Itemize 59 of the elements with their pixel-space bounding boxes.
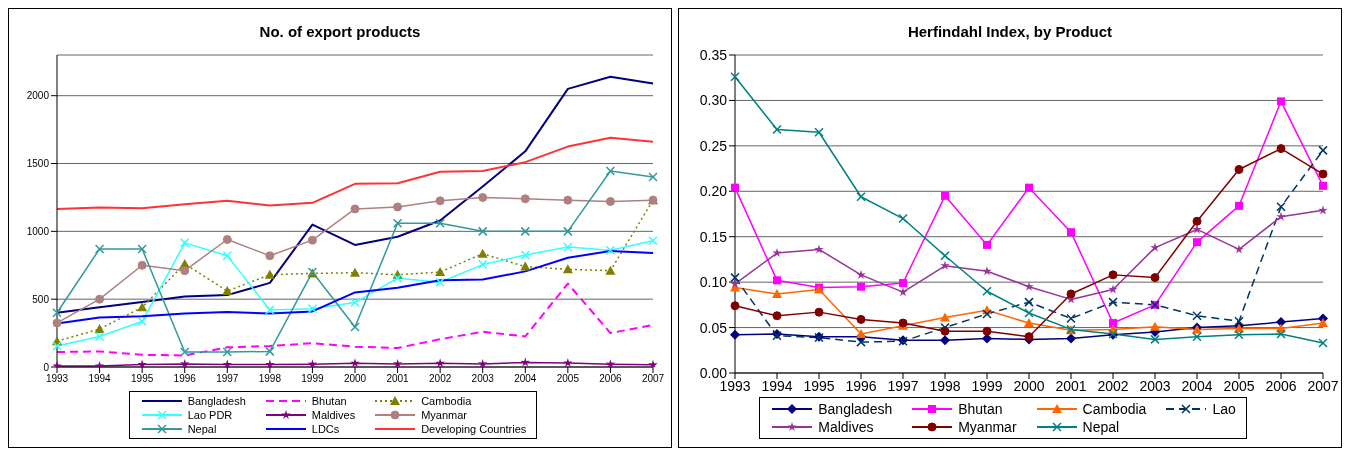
legend-label: Nepal — [1082, 419, 1120, 435]
legend-label: Cambodia — [1082, 401, 1147, 417]
x-tick-label: 1999 — [301, 373, 324, 385]
x-tick-label: 2000 — [343, 373, 367, 385]
x-tick-label: 2006 — [1265, 377, 1297, 394]
legend-label: Bhutan — [311, 395, 347, 407]
legend-label: Maldives — [311, 409, 356, 421]
legend-label: Bangladesh — [187, 395, 246, 407]
y-tick-label: 0 — [43, 361, 50, 373]
x-tick-label: 2000 — [1013, 377, 1045, 394]
x-tick-label: 2007 — [641, 373, 665, 385]
x-tick-label: 2003 — [1139, 377, 1171, 394]
x-tick-label: 1995 — [803, 377, 835, 394]
x-tick-label: 1998 — [258, 373, 282, 385]
x-tick-label: 1997 — [887, 377, 919, 394]
x-tick-label: 1997 — [216, 373, 239, 385]
chart-title: No. of export products — [258, 23, 422, 42]
legend-label: Myanmar — [421, 409, 468, 421]
y-tick-label: 0.15 — [699, 228, 728, 245]
legend-label: Developing Countries — [421, 423, 527, 435]
x-tick-label: 2001 — [1055, 377, 1087, 394]
x-tick-label: 2002 — [1097, 377, 1129, 394]
x-tick-label: 2004 — [1181, 377, 1213, 394]
x-tick-label: 2007 — [1307, 377, 1339, 394]
x-tick-label: 2005 — [556, 373, 580, 385]
x-tick-label: 2002 — [429, 373, 452, 385]
y-tick-label: 500 — [32, 293, 50, 305]
x-tick-label: 2003 — [471, 373, 495, 385]
x-tick-label: 1996 — [845, 377, 877, 394]
y-tick-label: 1500 — [26, 158, 50, 170]
legend-label: Bangladesh — [818, 401, 893, 417]
legend-label: Lao PDR — [187, 409, 233, 421]
legend-label: Lao — [1212, 401, 1236, 417]
x-tick-label: 2001 — [386, 373, 410, 385]
x-tick-label: 1994 — [761, 377, 793, 394]
x-tick-label: 1996 — [173, 373, 197, 385]
y-tick-label: 1000 — [26, 225, 50, 237]
legend-label: Myanmar — [958, 419, 1017, 435]
legend-label: Nepal — [187, 423, 217, 435]
y-tick-label: 0.25 — [699, 137, 728, 154]
x-tick-label: 1993 — [45, 373, 69, 385]
x-tick-label: 1994 — [88, 373, 112, 385]
y-tick-label: 0.20 — [699, 183, 728, 200]
legend-label: Cambodia — [421, 395, 472, 407]
y-tick-label: 0.35 — [699, 46, 728, 63]
x-tick-label: 1999 — [971, 377, 1003, 394]
legend-label: Bhutan — [958, 401, 1003, 417]
y-tick-label: 0.10 — [699, 274, 728, 291]
y-tick-label: 0.30 — [699, 92, 728, 109]
y-tick-label: 2000 — [26, 90, 50, 102]
x-tick-label: 2006 — [599, 373, 622, 385]
chart-title: Herfindahl Index, by Product — [906, 23, 1114, 42]
y-tick-label: 0.05 — [699, 319, 728, 336]
x-tick-label: 1998 — [929, 377, 961, 394]
legend-label: Maldives — [818, 419, 874, 435]
x-tick-label: 1995 — [131, 373, 154, 385]
legend-label: LDCs — [311, 423, 340, 435]
x-tick-label: 2005 — [1223, 377, 1255, 394]
x-tick-label: 2004 — [514, 373, 537, 385]
